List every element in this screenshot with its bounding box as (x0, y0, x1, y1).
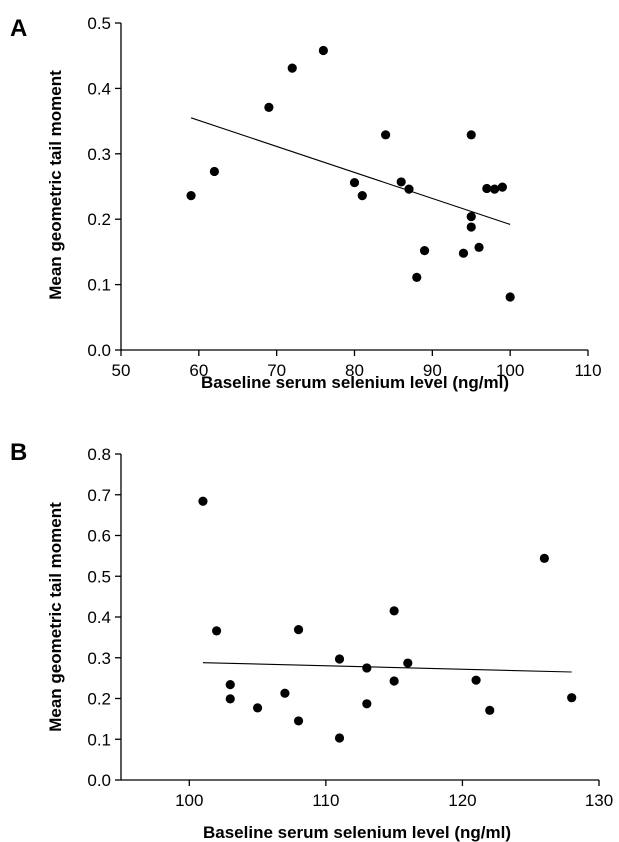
panel-a-data-point (490, 184, 500, 194)
panel-b-plot: 0.0 0.1 0.2 0.3 0.4 0.5 0.6 0.7 0.8 100 110 120 130 (87, 445, 613, 810)
panel-b-y-tick-label: 0.7 (87, 486, 111, 505)
panel-a-y-axis-title: Mean geometric tail moment (46, 70, 65, 300)
panel-b-x-tick-label: 110 (312, 791, 339, 810)
panel-b-data-point (334, 733, 345, 743)
panel-a-data-point (412, 272, 422, 283)
panel-a: A 0.0 0.1 0.2 0.3 0.4 0.5 50 60 70 80 90 100 110 Bas… (10, 14, 602, 392)
panel-a-data-point (497, 182, 507, 192)
panel-b-y-axis-title: Mean geometric tail moment (46, 502, 65, 732)
panel-a-data-point (396, 177, 406, 187)
panel-a-data-point (419, 245, 430, 256)
panel-a-data-point (466, 222, 476, 232)
panel-b-x-axis-title: Baseline serum selenium level (ng/ml) (203, 823, 511, 842)
panel-b-y-tick-label: 0.2 (87, 690, 111, 709)
panel-b-data-point (225, 680, 235, 690)
panel-b-y-tick-label: 0.3 (87, 649, 111, 668)
panel-b: B 0.0 0.1 0.2 0.3 0.4 0.5 0.6 0.7 0.8 100 110 120 13… (10, 439, 613, 842)
panel-b-x-tick-label: 130 (585, 791, 613, 810)
panel-b-data-point (252, 703, 263, 713)
panel-a-y-tick-label: 0.4 (87, 79, 111, 98)
panel-a-data-point (264, 102, 274, 112)
panel-b-data-point (293, 716, 304, 726)
panel-a-y-tick-label: 0.5 (87, 14, 111, 33)
panel-a-data-point (287, 63, 297, 73)
panel-a-y-tick-label: 0.2 (87, 210, 111, 229)
panel-b-data-point (362, 663, 372, 673)
panel-a-y-tick-label: 0.0 (87, 341, 111, 360)
panel-b-y-tick-label: 0.4 (87, 608, 111, 627)
panel-b-y-tick-label: 0.1 (87, 730, 111, 749)
panel-a-x-tick-label: 100 (496, 361, 524, 380)
panel-a-x-tick-label: 60 (189, 361, 208, 380)
panel-a-trendline (190, 117, 511, 225)
panel-b-data-point (334, 654, 345, 664)
panel-b-x-tick-label: 100 (175, 791, 203, 810)
panel-a-data-point (466, 211, 476, 222)
panel-a-data-point (318, 45, 328, 56)
panel-a-data-point (209, 166, 219, 177)
panel-a-x-tick-label: 90 (423, 361, 442, 380)
panel-b-data-point (293, 625, 304, 635)
panel-a-x-tick-label: 110 (574, 361, 601, 380)
panel-b-data-point (225, 694, 235, 704)
panel-b-y-tick-label: 0.0 (87, 771, 111, 790)
panel-b-data-point (198, 496, 208, 506)
panel-a-data-point (404, 184, 414, 194)
panel-a-x-tick-label: 50 (112, 361, 131, 380)
panel-a-data-point (505, 292, 515, 302)
panel-a-plot: 0.0 0.1 0.2 0.3 0.4 0.5 50 60 70 80 90 100 110 (87, 14, 601, 380)
panel-a-data-point (381, 130, 391, 140)
panel-b-data-point (212, 626, 222, 636)
panel-a-data-point (349, 177, 360, 188)
panel-a-letter: A (10, 15, 27, 42)
panel-a-data-point (474, 242, 484, 252)
panel-b-data-point (362, 699, 372, 709)
panel-b-trendline (202, 662, 572, 673)
panel-b-data-point (389, 676, 399, 686)
panel-a-data-point (466, 130, 476, 140)
panel-a-x-tick-label: 70 (267, 361, 286, 380)
panel-b-data-point (389, 606, 399, 616)
panel-a-data-point (357, 191, 367, 201)
panel-a-data-point (186, 191, 196, 201)
panel-b-y-tick-label: 0.6 (87, 527, 111, 546)
panel-b-x-tick-label: 120 (448, 791, 476, 810)
panel-a-data-point (458, 248, 469, 258)
panel-a-y-tick-label: 0.3 (87, 145, 111, 164)
panel-b-data-point (471, 675, 481, 685)
panel-a-x-axis-title: Baseline serum selenium level (ng/ml) (201, 373, 509, 392)
panel-b-data-point (539, 553, 549, 563)
panel-a-x-tick-label: 80 (345, 361, 364, 380)
panel-b-data-point (403, 658, 413, 668)
panel-b-y-tick-label: 0.5 (87, 567, 111, 586)
panel-b-data-point (280, 688, 290, 698)
panel-b-y-tick-label: 0.8 (87, 445, 111, 464)
panel-b-data-point (567, 693, 577, 703)
panel-a-y-tick-label: 0.1 (87, 276, 111, 295)
panel-b-letter: B (10, 439, 27, 466)
panel-a-data-point (482, 183, 492, 194)
panel-b-data-point (485, 705, 495, 715)
